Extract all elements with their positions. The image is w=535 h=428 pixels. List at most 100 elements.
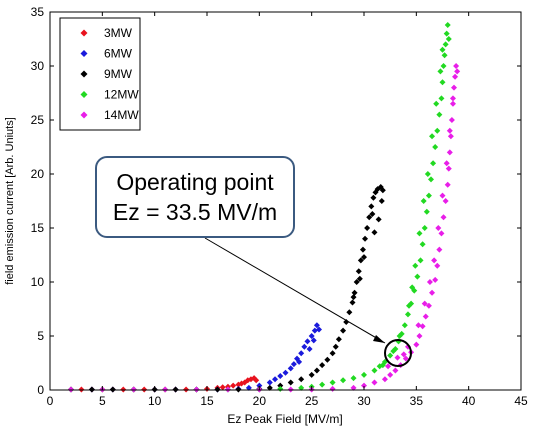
point-9mw [379, 187, 386, 194]
point-9mw [109, 386, 116, 393]
point-9mw [319, 362, 326, 369]
point-9mw [378, 198, 385, 204]
point-9mw [235, 386, 242, 393]
point-9mw [172, 386, 179, 393]
point-6mw [245, 384, 252, 391]
point-3mw [141, 386, 148, 393]
point-14mw [371, 379, 378, 386]
point-9mw [324, 356, 331, 363]
x-axis-label: Ez Peak Field [MV/m] [227, 412, 342, 426]
point-14mw [67, 386, 74, 393]
point-14mw [361, 382, 367, 389]
point-9mw [350, 294, 357, 301]
point-9mw [214, 386, 221, 393]
point-14mw [193, 386, 200, 393]
plot-frame [49, 11, 522, 391]
legend-label: 6MW [104, 47, 133, 61]
point-12mw [361, 371, 367, 378]
point-6mw [272, 376, 279, 383]
y-tick-label: 30 [31, 59, 45, 73]
point-14mw [425, 302, 432, 309]
point-12mw [409, 284, 416, 291]
point-6mw [290, 361, 297, 368]
point-6mw [304, 338, 311, 345]
y-tick-label: 35 [31, 5, 45, 19]
point-9mw [371, 229, 378, 236]
point-12mw [434, 127, 441, 134]
point-14mw [400, 351, 407, 358]
point-12mw [424, 171, 431, 177]
point-12mw [440, 63, 447, 69]
point-9mw [313, 367, 320, 374]
point-14mw [449, 95, 456, 102]
point-3mw [183, 386, 190, 393]
y-tick-label: 20 [31, 167, 45, 181]
legend-label: 3MW [104, 26, 133, 40]
point-12mw [419, 241, 426, 248]
point-14mw [350, 384, 357, 391]
point-3mw [120, 386, 127, 393]
point-9mw [375, 216, 382, 223]
point-12mw [406, 302, 413, 309]
x-tick-label: 20 [253, 394, 267, 408]
point-6mw [310, 337, 317, 344]
y-axis-label: field emission current [Arb. Uniuts] [4, 117, 16, 285]
point-14mw [436, 246, 443, 253]
point-12mw [445, 36, 452, 42]
point-6mw [311, 327, 318, 334]
point-12mw [340, 377, 347, 384]
point-12mw [441, 52, 448, 59]
point-14mw [224, 386, 231, 393]
x-tick-label: 15 [200, 394, 214, 408]
point-12mw [444, 21, 451, 28]
point-9mw [353, 279, 360, 285]
point-14mw [426, 279, 433, 285]
point-14mw [387, 371, 394, 378]
point-12mw [439, 79, 446, 86]
x-tick-label: 10 [148, 394, 162, 408]
point-9mw [366, 214, 373, 221]
point-9mw [349, 299, 356, 306]
point-14mw [385, 363, 392, 370]
point-14mw [438, 230, 445, 237]
point-14mw [448, 117, 455, 123]
point-12mw [425, 192, 432, 199]
legend-marker [80, 91, 88, 98]
operating-point-callout: Operating point Ez = 33.5 MV/m [95, 156, 295, 238]
point-9mw [329, 350, 336, 357]
point-6mw [298, 350, 305, 357]
point-12mw [423, 208, 430, 215]
point-9mw [332, 343, 339, 350]
x-tick-label: 45 [514, 394, 528, 408]
point-14mw [415, 322, 422, 329]
point-9mw [356, 275, 363, 282]
point-14mw [421, 300, 428, 307]
point-14mw [416, 333, 423, 339]
point-14mw [413, 341, 420, 348]
operating-point-circle [384, 339, 412, 367]
point-9mw [357, 257, 364, 264]
point-12mw [350, 375, 357, 382]
point-9mw [308, 371, 315, 378]
point-9mw [298, 376, 305, 383]
point-12mw [416, 230, 423, 237]
point-14mw [443, 160, 450, 167]
point-6mw [256, 382, 263, 389]
point-12mw [429, 133, 436, 140]
point-14mw [453, 63, 460, 69]
point-3mw [78, 386, 85, 393]
point-9mw [340, 327, 347, 334]
point-9mw [359, 246, 366, 253]
point-6mw [315, 326, 322, 333]
point-3mw [253, 377, 260, 384]
point-6mw [306, 345, 313, 352]
point-12mw [396, 333, 403, 339]
point-6mw [313, 322, 320, 329]
point-9mw [369, 210, 376, 217]
point-9mw [335, 336, 342, 343]
point-14mw [435, 225, 442, 231]
point-14mw [446, 149, 453, 156]
point-14mw [419, 323, 426, 330]
point-6mw [266, 379, 273, 386]
point-14mw [394, 354, 401, 361]
